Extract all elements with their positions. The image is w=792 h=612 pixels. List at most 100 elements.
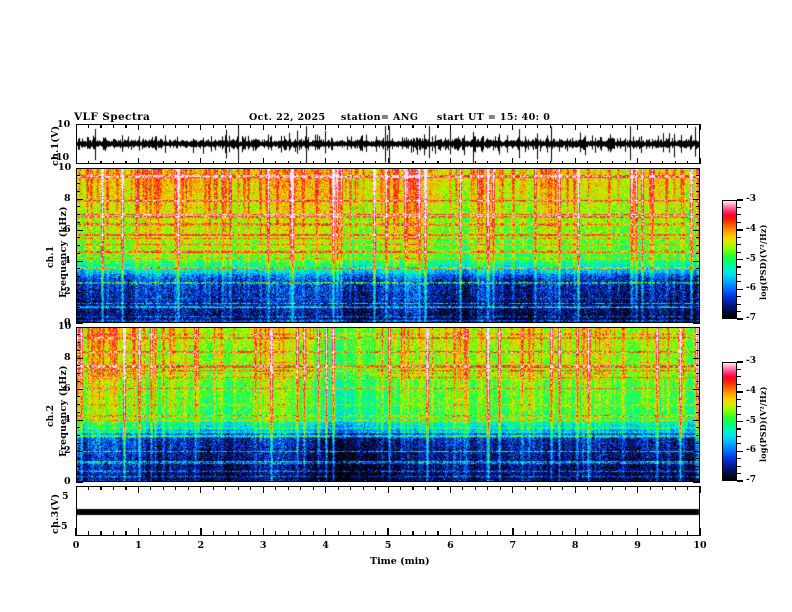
tick-mark [449, 158, 451, 164]
tick-mark [674, 160, 676, 164]
tick-mark [75, 158, 77, 164]
tick-label: 3 [259, 540, 267, 551]
tick-label: -5 [746, 415, 756, 426]
tick-mark [737, 398, 741, 400]
tick-mark [696, 466, 700, 468]
tick-mark [737, 221, 741, 223]
tick-mark [549, 531, 551, 536]
tick-mark [693, 388, 700, 390]
tick-mark [375, 486, 377, 490]
tick-mark [287, 486, 289, 490]
tick-mark [275, 486, 277, 490]
tick-mark [696, 276, 700, 278]
tick-mark [76, 307, 80, 309]
tick-mark [225, 531, 227, 536]
tick-mark [100, 124, 102, 128]
tick-mark [375, 531, 377, 536]
tick-mark [524, 160, 526, 164]
tick-mark [300, 531, 302, 536]
tick-mark [137, 158, 139, 164]
tick-mark [649, 124, 651, 128]
tick-mark [487, 531, 489, 536]
tick-mark [693, 326, 700, 328]
tick-mark [437, 160, 439, 164]
tick-mark [287, 160, 289, 164]
tick-mark [125, 531, 127, 536]
tick-mark [125, 124, 127, 128]
tick-mark [687, 486, 689, 490]
tick-label: 10 [58, 162, 72, 173]
tick-mark [599, 160, 601, 164]
tick-mark [150, 160, 152, 164]
tick-mark [693, 322, 700, 324]
tick-mark [162, 160, 164, 164]
tick-mark [637, 158, 639, 164]
tick-mark [537, 160, 539, 164]
tick-mark [549, 486, 551, 490]
tick-mark [696, 380, 700, 382]
tick-label: 10 [58, 321, 72, 332]
tick-mark [737, 376, 741, 378]
tick-mark [412, 160, 414, 164]
tick-mark [587, 160, 589, 164]
ch2-spectrogram-canvas [77, 328, 699, 481]
tick-mark [137, 486, 139, 493]
tick-mark [696, 458, 700, 460]
tick-mark [587, 486, 589, 490]
tick-mark [737, 296, 741, 298]
tick-mark [137, 124, 139, 130]
tick-mark [200, 528, 202, 536]
tick-label: -3 [746, 194, 756, 204]
tick-mark [696, 175, 700, 177]
tick-mark [76, 283, 80, 285]
tick-mark [737, 258, 743, 261]
tick-mark [687, 160, 689, 164]
tick-mark [737, 318, 743, 320]
tick-label: -3 [746, 356, 756, 366]
tick-mark [599, 486, 601, 490]
tick-mark [325, 124, 327, 130]
tick-mark [699, 124, 701, 130]
ch1-waveform-panel [76, 124, 700, 164]
tick-mark [474, 486, 476, 490]
tick-mark [237, 486, 239, 490]
tick-mark [250, 486, 252, 490]
tick-mark [262, 158, 264, 164]
tick-mark [693, 450, 700, 452]
tick-mark [76, 388, 83, 390]
tick-mark [624, 160, 626, 164]
tick-mark [187, 486, 189, 490]
colorbar-ch2 [722, 362, 737, 481]
tick-mark [300, 160, 302, 164]
tick-mark [187, 124, 189, 128]
tick-mark [76, 190, 80, 192]
tick-mark [175, 160, 177, 164]
ch1-spectrogram-panel [76, 168, 700, 323]
tick-label: 5 [384, 540, 392, 551]
tick-mark [287, 531, 289, 536]
tick-mark [612, 124, 614, 128]
tick-mark [624, 124, 626, 128]
tick-mark [125, 160, 127, 164]
tick-mark [150, 486, 152, 490]
tick-mark [693, 291, 700, 293]
figure-date: Oct. 22, 2025 [249, 112, 326, 123]
tick-mark [325, 486, 327, 493]
tick-mark [524, 124, 526, 128]
tick-mark [737, 361, 743, 363]
tick-mark [312, 486, 314, 490]
tick-mark [462, 531, 464, 536]
tick-label: 7 [509, 540, 517, 551]
tick-mark [337, 486, 339, 490]
tick-mark [387, 528, 389, 536]
tick-mark [412, 531, 414, 536]
tick-mark [76, 206, 80, 208]
tick-mark [399, 124, 402, 128]
tick-mark [462, 124, 464, 128]
tick-mark [737, 281, 741, 283]
tick-mark [696, 183, 700, 185]
tick-mark [76, 221, 80, 223]
x-axis-label: Time (min) [370, 556, 430, 567]
tick-mark [737, 458, 741, 460]
tick-mark [699, 158, 701, 164]
